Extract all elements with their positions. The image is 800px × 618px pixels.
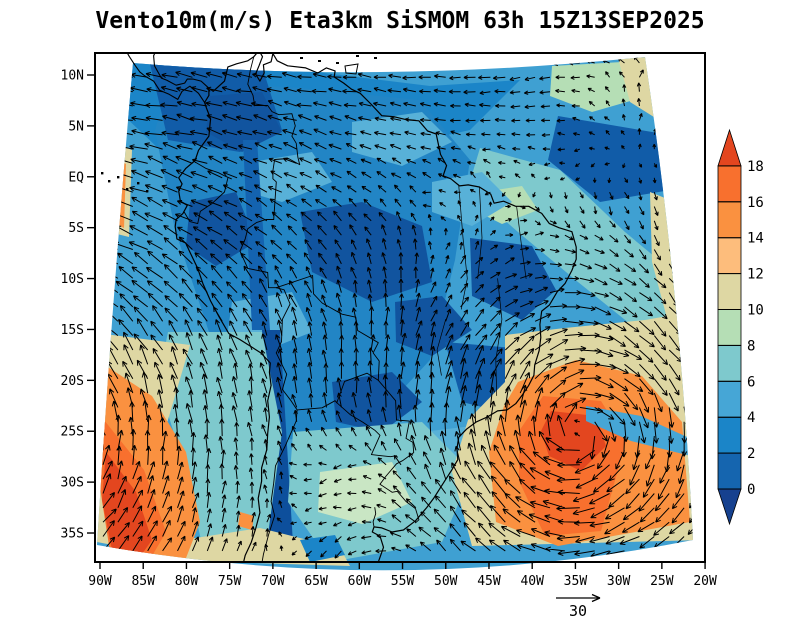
colorbar-segment [717,416,742,454]
antilles-island-dot [336,62,339,64]
lon-tick-label: 55W [391,574,415,589]
plot-title: Vento10m(m/s) Eta3km SiSMOM 63h 15Z13SEP… [95,8,705,34]
country-border [372,507,377,528]
antilles-island-dot [300,57,303,59]
lat-tick-label: 10S [61,272,84,287]
colorbar-tick-label: 8 [747,338,755,354]
lat-tick-label: 5S [68,221,84,236]
country-border [247,56,301,166]
colorbar-segment [717,273,742,310]
galapagos-island-dot [146,190,149,193]
country-border [379,483,420,524]
wind-arrows-layer [97,57,693,564]
state-border [516,205,527,279]
lat-tick-label: 15S [61,323,84,338]
wind-vector-arrows [97,57,693,564]
galapagos-island-dot [126,188,129,191]
colorbar-under-arrow [717,488,742,526]
colorbar-segment [717,165,742,203]
colorbar-tick-label: 14 [747,231,764,247]
lon-tick-label: 60W [348,574,372,589]
country-border [377,379,415,485]
colorbar-over-arrow [717,128,742,167]
wind-speed-field [97,57,693,571]
country-border [272,158,301,220]
lon-tick-label: 30W [607,574,631,589]
country-border [275,287,291,354]
colorbar-segment [717,237,742,274]
colorbar-tick-label: 12 [747,267,764,283]
plot-frame [94,52,706,563]
colorbar-tick-label: 18 [747,159,764,175]
lon-tick-label: 35W [564,574,588,589]
colorbar-segment [717,452,742,490]
country-border [296,400,338,411]
reference-vector-arrow [556,593,601,603]
central-america-caribbean-coast [153,53,210,89]
lon-tick-label: 40W [520,574,544,589]
state-border [436,318,447,376]
colorbar-tick-label: 6 [747,374,755,390]
coastline-layer [101,53,577,562]
axes-layer: 10N 5N EQ 5S 10S 15S 20S 25S 30S 35S 90W 85W 80W 75W 7… [61,52,717,589]
central-america-pacific-coast [126,53,206,104]
reference-vector-label: 30 [569,602,587,618]
antilles-island-dot [318,60,321,62]
country-border [261,352,298,562]
colorbar-segment [717,344,742,382]
colorbar: 0 2 4 6 8 10 12 14 16 18 [717,128,764,526]
lon-tick-label: 80W [175,574,199,589]
galapagos-island-dot [101,172,104,175]
lon-tick-label: 85W [131,574,155,589]
colorbar-tick-label: 0 [747,482,755,498]
colorbar-tick-label: 16 [747,195,764,211]
country-border [195,162,232,180]
antilles-island-dot [356,55,359,57]
galapagos-island-dot [108,180,111,183]
lat-tick-label: 25S [61,425,84,440]
lat-tick-label: 35S [61,527,84,542]
galapagos-island-dot [117,176,120,179]
lat-tick-label: 10N [61,69,84,84]
antilles-island-dot [374,57,377,59]
country-border [183,177,229,225]
lat-tick-label: EQ [68,170,84,185]
south-america-coastline [174,53,577,562]
trinidad-island-outline [344,63,359,75]
lon-tick-label: 45W [477,574,501,589]
lat-tick-label: 20S [61,374,84,389]
lon-tick-label: 65W [304,574,328,589]
colorbar-segment [717,309,742,346]
lon-tick-label: 70W [261,574,285,589]
colorbar-segment [717,380,742,418]
colorbar-tick-label: 2 [747,446,755,462]
lon-tick-label: 25W [650,574,674,589]
galapagos-island-dot [137,182,140,185]
state-border [477,186,483,279]
lon-tick-label: 50W [434,574,458,589]
colorbar-segment [717,201,742,239]
reference-vector: 30 [556,593,601,618]
lon-tick-label: 75W [218,574,242,589]
country-border [336,402,397,458]
colorbar-tick-label: 4 [747,410,755,426]
lat-tick-label: 5N [68,119,84,134]
lon-tick-label: 20W [693,574,717,589]
colorbar-tick-label: 10 [747,303,764,319]
lon-tick-label: 90W [88,574,112,589]
lat-tick-label: 30S [61,476,84,491]
